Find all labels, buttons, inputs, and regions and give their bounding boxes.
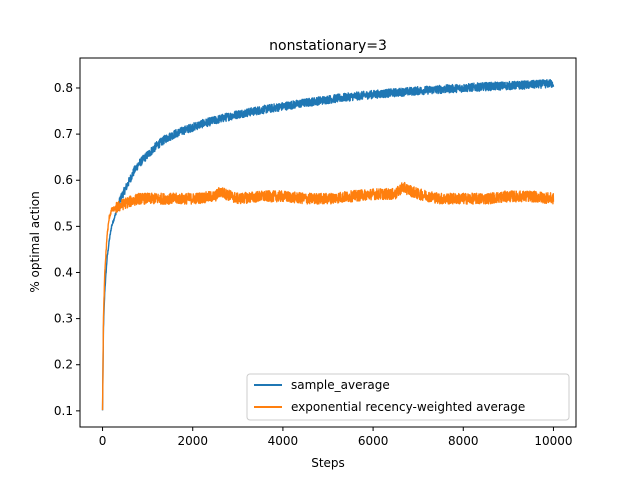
x-tick-label: 4000	[268, 434, 299, 448]
y-tick-label: 0.8	[54, 81, 73, 95]
y-tick-label: 0.2	[54, 358, 73, 372]
plot-frame	[79, 57, 577, 428]
series-layer	[101, 78, 555, 411]
chart-title: nonstationary=3	[269, 38, 387, 54]
y-tick-label: 0.7	[54, 127, 73, 141]
y-tick-label: 0.3	[54, 312, 73, 326]
series-line-0	[101, 78, 555, 411]
y-axis-label: % optimal action	[28, 191, 42, 292]
legend-label-0: sample_average	[291, 378, 390, 392]
y-tick-label: 0.4	[54, 265, 73, 279]
y-tick-label: 0.6	[54, 173, 73, 187]
x-axis: 0 2000 4000 6000 8000 10000	[99, 427, 573, 448]
legend: sample_average exponential recency-weight…	[246, 373, 570, 421]
legend-box	[246, 373, 570, 421]
legend-label-1: exponential recency-weighted average	[291, 400, 525, 414]
y-tick-label: 0.1	[54, 404, 73, 418]
x-axis-label: Steps	[311, 456, 345, 470]
x-tick-label: 0	[99, 434, 107, 448]
x-tick-label: 8000	[448, 434, 479, 448]
x-tick-label: 2000	[177, 434, 208, 448]
x-tick-label: 6000	[358, 434, 389, 448]
x-tick-label: 10000	[534, 434, 572, 448]
y-tick-label: 0.5	[54, 219, 73, 233]
series-line-1	[101, 181, 555, 411]
y-axis: 0.1 0.2 0.3 0.4 0.5 0.6 0.7 0.8	[54, 81, 80, 418]
